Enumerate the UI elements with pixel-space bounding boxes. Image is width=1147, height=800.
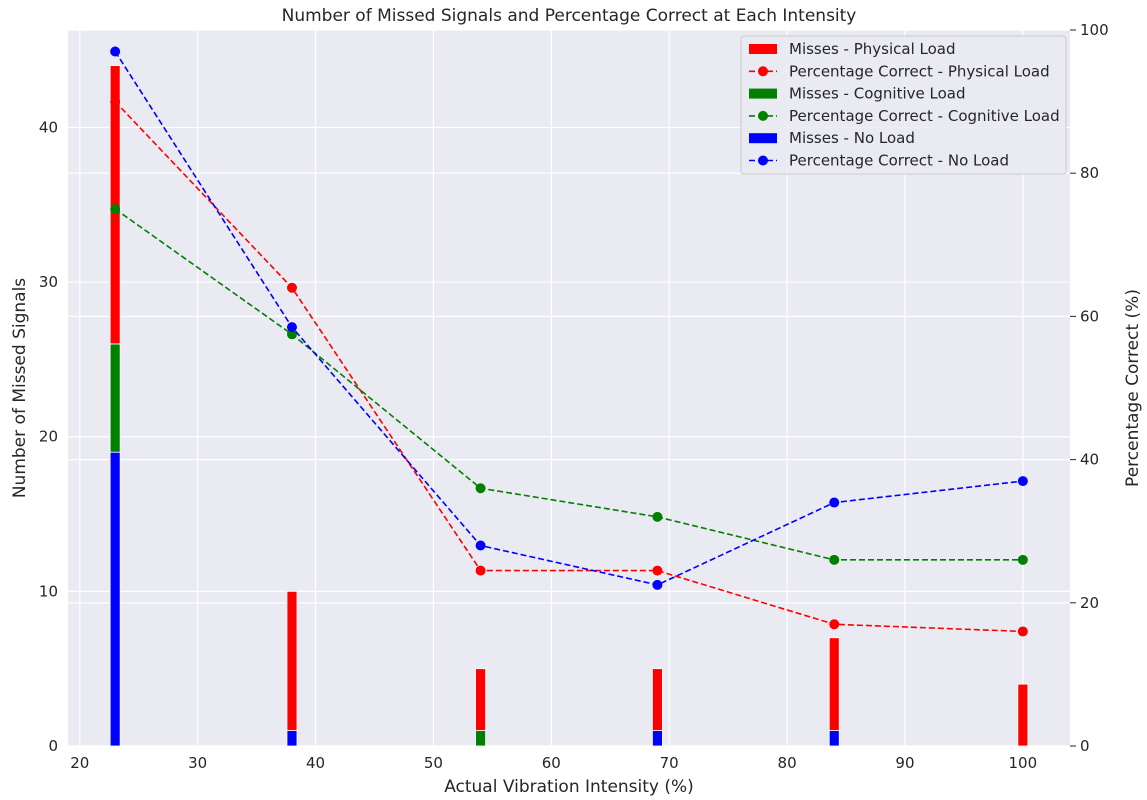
data-point	[1017, 476, 1028, 487]
legend-entry-label: Misses - Cognitive Load	[789, 85, 965, 103]
data-point	[110, 204, 121, 214]
legend-entry-label: Misses - Physical Load	[789, 40, 956, 58]
data-point	[475, 540, 486, 551]
data-point	[829, 497, 840, 508]
bar-segment	[652, 730, 663, 747]
ticks: 20 30 40 50 60 70 80 90 100 0 10 20 30 40 0 20 40 60 80 100	[39, 21, 1109, 772]
labels: Number of Missed Signals and Percentage …	[10, 6, 1143, 797]
data-point	[286, 322, 297, 333]
data-point	[475, 565, 486, 576]
legend-marker	[758, 155, 768, 166]
series-line	[114, 101, 1023, 633]
legend-bar-swatch	[749, 44, 777, 54]
bar-segment	[828, 730, 840, 747]
data-point	[829, 619, 840, 630]
y-right-tick-label: 20	[1080, 594, 1099, 612]
legend-entry-label: Percentage Correct - Cognitive Load	[789, 107, 1060, 125]
legend-bar-swatch	[749, 133, 777, 144]
bar-segment	[828, 637, 840, 731]
x-tick-label: 100	[1009, 754, 1038, 772]
y-right-tick-label: 40	[1080, 451, 1099, 469]
x-tick-label: 90	[895, 754, 914, 772]
legend-marker	[758, 110, 768, 121]
y-right-tick-label: 100	[1080, 21, 1109, 39]
legend: Misses - Physical Load Percentage Correct…	[740, 35, 1067, 175]
lines	[110, 46, 1028, 637]
x-tick-label: 80	[778, 754, 797, 772]
y-axis-left-label: Number of Missed Signals	[10, 278, 30, 498]
data-point	[652, 579, 663, 590]
x-tick-label: 50	[424, 754, 443, 772]
legend-entry-label: Percentage Correct - Physical Load	[789, 62, 1050, 80]
data-point	[286, 329, 297, 340]
data-point	[652, 565, 663, 576]
data-point	[110, 96, 121, 107]
data-point	[1017, 626, 1028, 637]
y-left-tick-label: 10	[39, 582, 58, 600]
y-left-tick-label: 30	[39, 273, 58, 291]
x-tick-label: 40	[306, 754, 325, 772]
x-tick-label: 30	[188, 754, 207, 772]
legend-box	[740, 35, 1067, 175]
bar-segment	[109, 343, 121, 453]
bar-segment	[475, 730, 486, 747]
data-point	[110, 46, 121, 57]
bar-segment	[286, 590, 298, 731]
data-point	[286, 282, 297, 293]
bar-segment	[475, 668, 486, 731]
series-line	[114, 208, 1023, 561]
x-tick-label: 60	[542, 754, 561, 772]
y-left-tick-label: 40	[39, 118, 58, 136]
y-right-tick-label: 80	[1080, 164, 1099, 182]
y-axis-right-label: Percentage Correct (%)	[1123, 289, 1143, 487]
data-point	[475, 483, 486, 494]
legend-entry-label: Misses - No Load	[789, 129, 915, 147]
data-point	[1017, 554, 1028, 565]
series-line	[114, 51, 1023, 586]
chart-title: Number of Missed Signals and Percentage …	[282, 6, 857, 26]
y-right-tick-label: 0	[1080, 737, 1090, 755]
x-tick-label: 70	[660, 754, 679, 772]
x-axis-label: Actual Vibration Intensity (%)	[444, 777, 694, 797]
bar-segment	[109, 451, 121, 747]
bar-segment	[286, 730, 298, 747]
x-tick-label: 20	[70, 754, 89, 772]
data-point	[652, 511, 663, 522]
legend-bar-swatch	[749, 88, 777, 99]
bar-segment	[652, 668, 663, 731]
data-point	[829, 554, 840, 565]
y-right-tick-label: 60	[1080, 307, 1099, 325]
y-left-tick-label: 20	[39, 428, 58, 446]
legend-marker	[758, 66, 768, 77]
y-left-tick-label: 0	[48, 737, 58, 755]
legend-entry-label: Percentage Correct - No Load	[789, 152, 1009, 170]
bar-segment	[1017, 683, 1029, 747]
